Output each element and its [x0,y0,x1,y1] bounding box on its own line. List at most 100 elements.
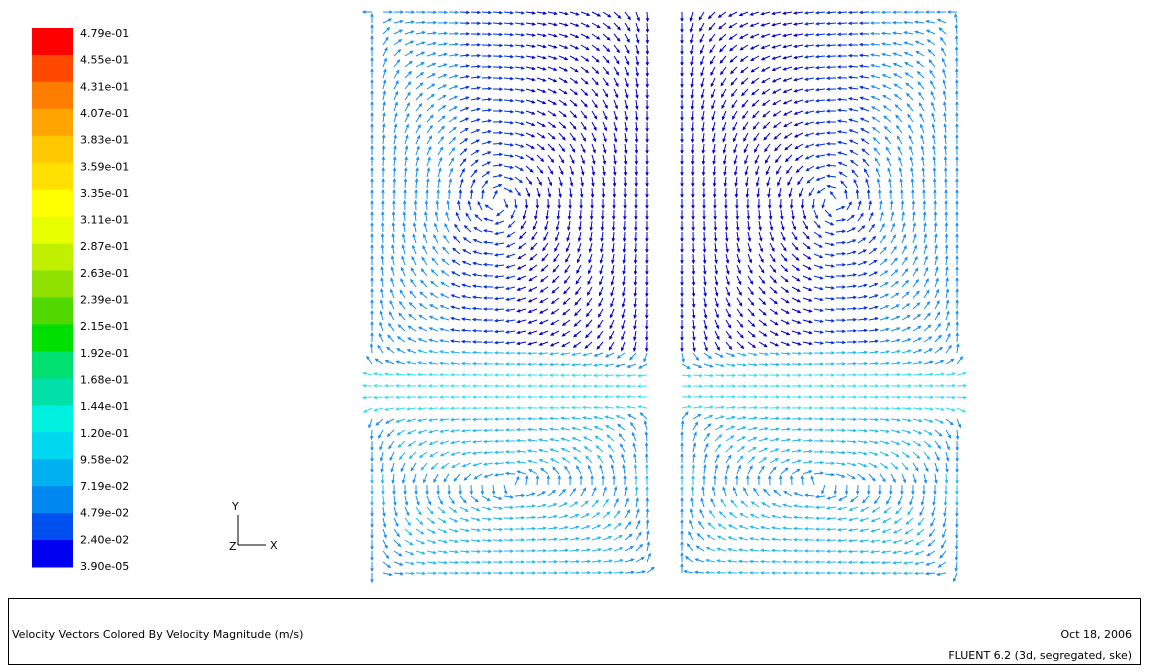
vector-arrow [645,231,649,243]
vector-arrow [875,167,881,178]
vector-arrow [461,260,472,266]
vector-arrow [934,473,938,485]
vector-arrow [580,487,587,497]
vector-arrow [869,560,881,565]
vector-arrow [680,67,684,78]
vector-arrow [547,176,552,187]
vector-arrow [472,250,483,255]
vector-arrow [956,395,968,400]
vector-arrow [624,121,628,132]
vector-arrow [791,286,801,292]
vector-arrow [448,106,458,112]
vector-arrow [400,277,406,288]
vector-arrow [892,528,903,534]
vector-arrow [691,463,696,475]
vector-arrow [379,451,384,462]
vector-arrow [398,451,406,461]
vector-arrow [504,330,516,334]
vector-arrow [623,176,628,188]
vector-arrow [482,229,494,233]
vector-arrow [599,253,604,264]
vector-arrow [701,132,705,144]
vector-arrow [426,561,438,565]
vector-arrow [912,278,919,288]
vector-arrow [769,406,781,410]
vector-arrow [633,319,637,331]
vector-arrow [772,110,782,117]
vector-arrow [714,253,718,265]
vector-arrow [437,571,449,575]
vector-arrow [714,434,723,442]
vector-arrow [503,505,515,510]
vector-arrow [635,77,639,89]
vector-arrow [645,474,649,485]
vector-arrow [701,176,706,188]
vector-arrow [459,539,471,543]
vector-arrow [438,361,450,366]
vector-arrow [404,50,414,57]
vector-arrow [881,528,892,533]
vector-arrow [520,220,527,230]
vector-arrow [634,199,638,210]
vector-arrow [890,269,899,277]
vector-arrow [525,77,536,82]
vector-arrow [758,286,766,295]
vector-arrow [525,165,534,173]
vector-arrow [728,22,738,29]
vector-arrow [646,552,651,563]
vector-arrow [931,112,936,123]
vector-arrow [470,539,482,543]
vector-arrow [580,513,590,519]
vector-arrow [493,362,505,366]
vector-arrow [857,283,868,288]
vector-arrow [526,449,538,453]
vector-arrow [635,66,639,77]
vector-arrow [739,33,749,39]
vector-arrow [397,324,406,332]
vector-arrow [747,446,757,453]
vector-arrow [723,165,727,177]
vector-arrow [610,264,615,275]
colorbar-label: 3.11e-01 [80,214,129,227]
vector-arrow [945,440,950,451]
vector-arrow [802,417,814,421]
vector-arrow [792,549,804,553]
vector-arrow [482,251,494,256]
vector-arrow [448,571,460,575]
vector-arrow [625,373,637,378]
vector-arrow [912,244,917,255]
vector-arrow [503,54,515,59]
vector-arrow [882,517,892,523]
vector-arrow [703,341,708,352]
vector-arrow [492,163,504,167]
vector-arrow [846,462,857,467]
vector-arrow [558,176,563,187]
vector-arrow [382,122,386,134]
vector-arrow [780,209,784,221]
vector-arrow [955,495,959,507]
vector-arrow [803,516,815,520]
vector-arrow [393,19,404,24]
vector-arrow [802,319,813,324]
vector-arrow [580,143,586,154]
vector-arrow [516,297,527,302]
vector-arrow [923,395,935,399]
vector-arrow [432,245,439,255]
vector-arrow [561,330,571,337]
vector-arrow [471,395,483,399]
vector-arrow [537,438,549,442]
vector-arrow [783,491,793,497]
vector-arrow [680,287,684,298]
vector-arrow [573,456,582,464]
vector-arrow [460,417,472,422]
vector-arrow [859,107,870,112]
vector-arrow [430,462,439,471]
vector-arrow [525,33,537,37]
vector-arrow [890,372,902,377]
vector-arrow [923,372,935,377]
vector-arrow [516,308,527,313]
vector-arrow [934,255,939,266]
vector-arrow [747,416,759,420]
vector-arrow [423,233,428,244]
vector-arrow [825,384,836,388]
